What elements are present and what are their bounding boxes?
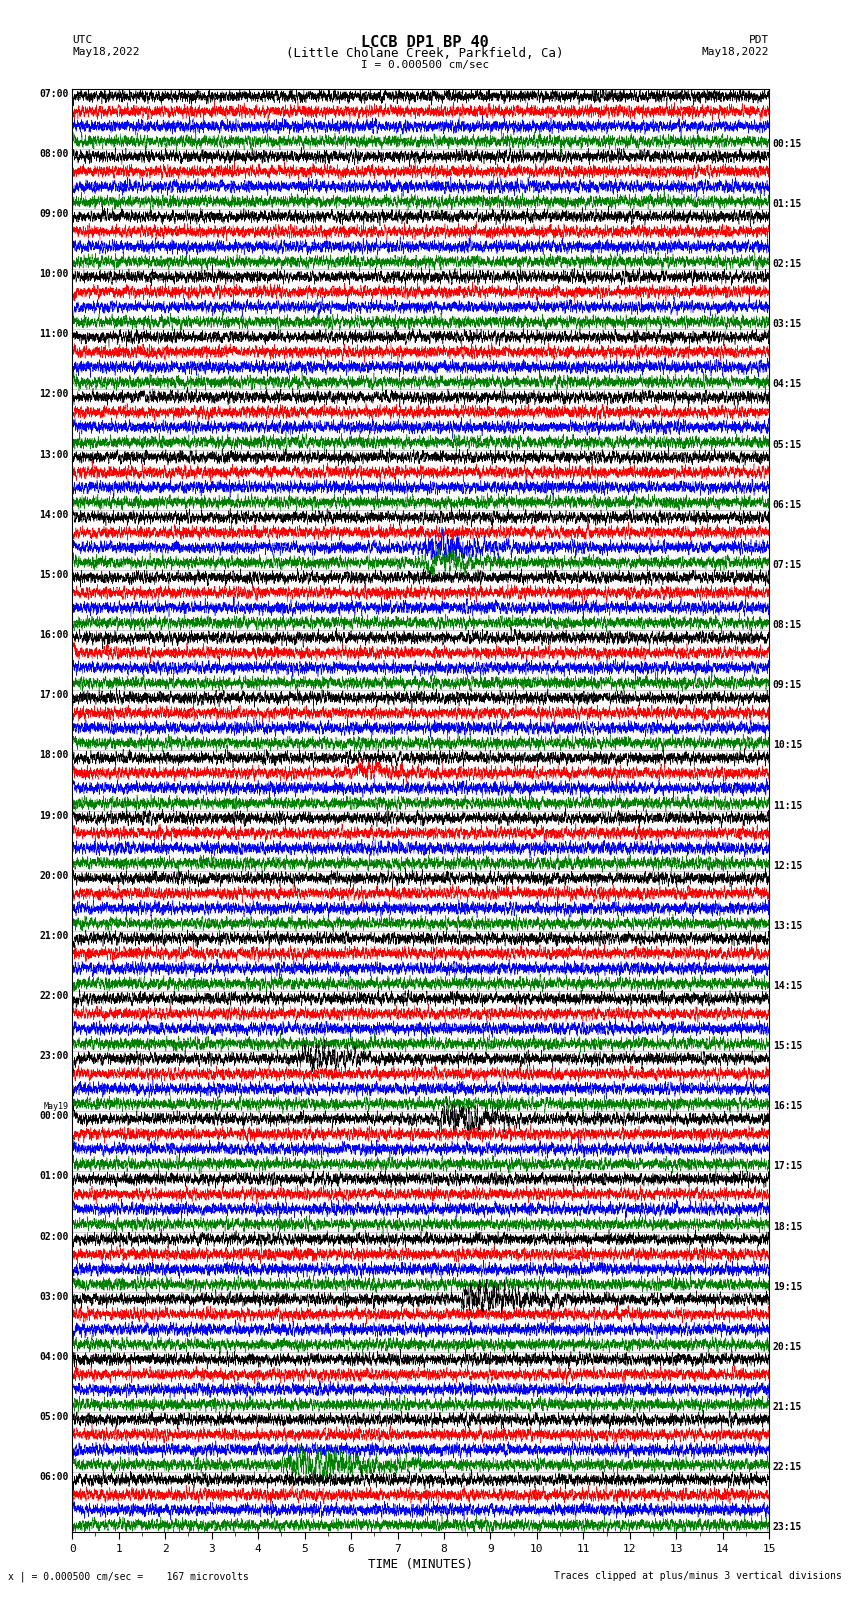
Text: 16:00: 16:00 [39,631,69,640]
Text: 19:15: 19:15 [773,1282,802,1292]
Text: 23:00: 23:00 [39,1052,69,1061]
Text: 02:15: 02:15 [773,260,802,269]
Text: 02:00: 02:00 [39,1232,69,1242]
Text: 20:15: 20:15 [773,1342,802,1352]
Text: 11:15: 11:15 [773,800,802,811]
Text: PDT: PDT [749,35,769,45]
Text: 00:15: 00:15 [773,139,802,148]
Text: 01:00: 01:00 [39,1171,69,1181]
Text: 22:15: 22:15 [773,1463,802,1473]
Text: 14:15: 14:15 [773,981,802,990]
Text: 19:00: 19:00 [39,811,69,821]
Text: I = 0.000500 cm/sec: I = 0.000500 cm/sec [361,60,489,69]
Text: 20:00: 20:00 [39,871,69,881]
Text: May18,2022: May18,2022 [702,47,769,56]
Text: 01:15: 01:15 [773,198,802,210]
Text: LCCB DP1 BP 40: LCCB DP1 BP 40 [361,35,489,50]
Text: 03:15: 03:15 [773,319,802,329]
Text: 04:15: 04:15 [773,379,802,389]
Text: 07:00: 07:00 [39,89,69,98]
Text: 21:15: 21:15 [773,1402,802,1411]
Text: 11:00: 11:00 [39,329,69,339]
Text: May18,2022: May18,2022 [72,47,139,56]
Text: 15:15: 15:15 [773,1040,802,1052]
Text: 07:15: 07:15 [773,560,802,569]
Text: 23:15: 23:15 [773,1523,802,1532]
Text: 14:00: 14:00 [39,510,69,519]
Text: Traces clipped at plus/minus 3 vertical divisions: Traces clipped at plus/minus 3 vertical … [553,1571,842,1581]
Text: 12:15: 12:15 [773,861,802,871]
Text: 10:00: 10:00 [39,269,69,279]
Text: 18:15: 18:15 [773,1221,802,1232]
Text: 10:15: 10:15 [773,740,802,750]
Text: (Little Cholane Creek, Parkfield, Ca): (Little Cholane Creek, Parkfield, Ca) [286,47,564,60]
Text: 09:00: 09:00 [39,210,69,219]
Text: 06:15: 06:15 [773,500,802,510]
Text: UTC: UTC [72,35,93,45]
Text: 13:15: 13:15 [773,921,802,931]
Text: 06:00: 06:00 [39,1473,69,1482]
X-axis label: TIME (MINUTES): TIME (MINUTES) [368,1558,473,1571]
Text: 03:00: 03:00 [39,1292,69,1302]
Text: 05:00: 05:00 [39,1411,69,1423]
Text: 17:15: 17:15 [773,1161,802,1171]
Text: 21:00: 21:00 [39,931,69,940]
Text: 08:00: 08:00 [39,148,69,158]
Text: 16:15: 16:15 [773,1102,802,1111]
Text: 05:15: 05:15 [773,440,802,450]
Text: 22:00: 22:00 [39,990,69,1002]
Text: 08:15: 08:15 [773,619,802,631]
Text: 12:00: 12:00 [39,389,69,400]
Text: x | = 0.000500 cm/sec =    167 microvolts: x | = 0.000500 cm/sec = 167 microvolts [8,1571,249,1582]
Text: 15:00: 15:00 [39,569,69,581]
Text: 17:00: 17:00 [39,690,69,700]
Text: 00:00: 00:00 [39,1111,69,1121]
Text: 04:00: 04:00 [39,1352,69,1361]
Text: 09:15: 09:15 [773,681,802,690]
Text: 18:00: 18:00 [39,750,69,760]
Text: 13:00: 13:00 [39,450,69,460]
Text: May19: May19 [43,1102,69,1111]
